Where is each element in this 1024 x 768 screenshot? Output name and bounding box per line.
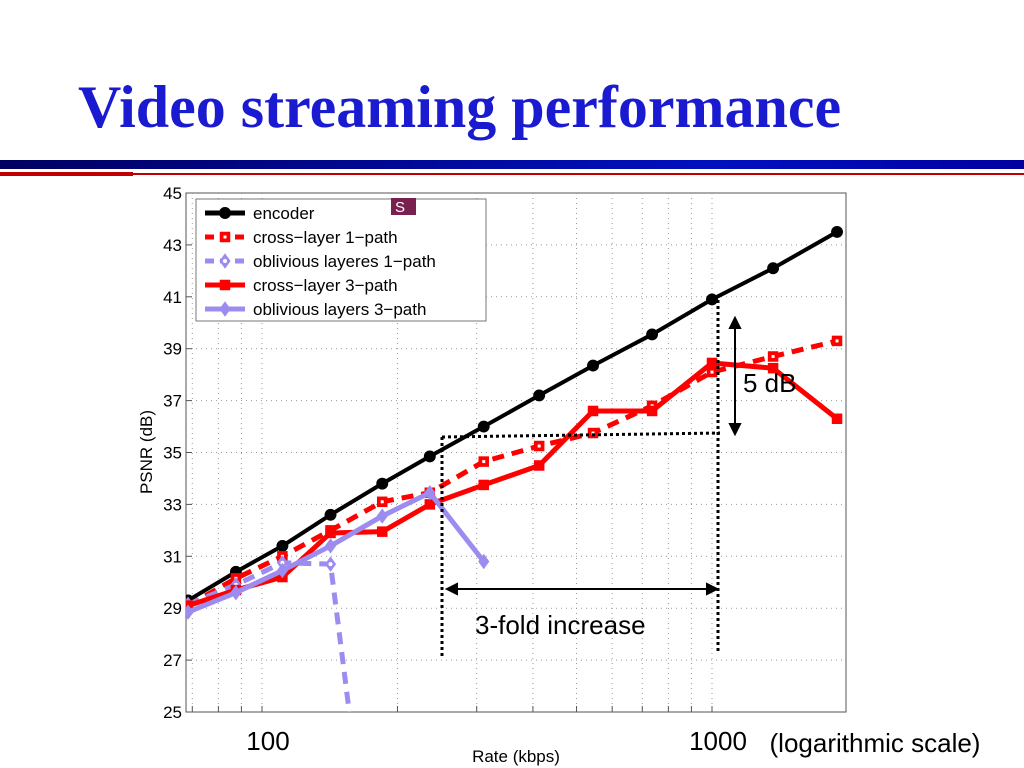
data-point bbox=[276, 539, 289, 552]
data-point bbox=[325, 527, 336, 539]
data-point bbox=[324, 538, 337, 554]
data-point bbox=[376, 477, 389, 490]
series-0 bbox=[186, 225, 843, 607]
legend-item: encoder bbox=[205, 204, 315, 223]
data-point bbox=[324, 508, 337, 521]
data-point-center bbox=[537, 444, 541, 448]
data-point bbox=[477, 420, 490, 433]
legend-item: oblivious layeres 1−path bbox=[205, 252, 436, 271]
data-point-center bbox=[591, 431, 595, 435]
legend-label: oblivious layeres 1−path bbox=[253, 252, 436, 271]
y-tick-label: 25 bbox=[163, 703, 182, 722]
legend-marker bbox=[219, 279, 231, 291]
legend-marker bbox=[219, 301, 231, 317]
data-point bbox=[423, 450, 436, 463]
x-scale-note: (logarithmic scale) bbox=[770, 728, 981, 758]
title-underline-band bbox=[0, 160, 1024, 169]
data-point bbox=[424, 485, 436, 501]
psnr-gain-label: 5 dB bbox=[743, 368, 797, 398]
title-underline-red-thin bbox=[133, 173, 1024, 175]
data-point-center bbox=[710, 370, 714, 374]
data-point bbox=[478, 553, 490, 570]
data-point bbox=[831, 413, 843, 425]
y-tick-label: 37 bbox=[163, 392, 182, 411]
y-tick-label: 43 bbox=[163, 236, 182, 255]
y-tick-label: 33 bbox=[163, 495, 182, 514]
legend-item: cross−layer 1−path bbox=[205, 228, 398, 247]
y-tick-label: 27 bbox=[163, 651, 182, 670]
y-tick-label: 41 bbox=[163, 288, 182, 307]
data-point bbox=[587, 359, 599, 372]
data-point-center bbox=[482, 460, 486, 464]
data-point bbox=[587, 405, 599, 417]
y-tick-label: 35 bbox=[163, 444, 182, 463]
rate-gain-arrow bbox=[444, 582, 720, 596]
data-point bbox=[186, 600, 194, 611]
data-point-center bbox=[328, 562, 333, 567]
data-point bbox=[767, 362, 779, 374]
data-point bbox=[646, 328, 659, 341]
data-point bbox=[186, 604, 194, 620]
data-point bbox=[276, 562, 288, 579]
y-axis-label: PSNR (dB) bbox=[137, 410, 156, 494]
psnr-gain-arrow bbox=[728, 315, 742, 437]
data-point-center bbox=[771, 354, 775, 358]
y-ticks: 25 27 29 31 33 35 37 39 41 43 45 bbox=[163, 184, 182, 722]
legend-badge bbox=[391, 198, 416, 215]
x-axis-label: Rate (kbps) bbox=[472, 747, 560, 766]
legend-item: cross−layer 3−path bbox=[205, 276, 398, 295]
data-point bbox=[376, 508, 388, 524]
legend-label: oblivious layers 3−path bbox=[253, 300, 426, 319]
series-layer bbox=[186, 225, 843, 712]
legend-badge-text: S bbox=[395, 199, 405, 216]
data-point bbox=[533, 460, 545, 471]
data-point bbox=[424, 499, 436, 510]
legend-label: encoder bbox=[253, 204, 315, 223]
slide-title: Video streaming performance bbox=[78, 74, 842, 140]
y-tick-label: 39 bbox=[163, 340, 182, 359]
data-point-center bbox=[280, 560, 285, 565]
data-point bbox=[478, 479, 489, 491]
data-point-center bbox=[380, 500, 384, 504]
data-point bbox=[646, 405, 658, 417]
data-point bbox=[831, 225, 843, 238]
legend-label: cross−layer 3−path bbox=[253, 276, 398, 295]
y-tick-label: 31 bbox=[163, 547, 182, 566]
title-underline-red bbox=[0, 172, 133, 176]
y-tick-label: 29 bbox=[163, 599, 182, 618]
legend-marker bbox=[219, 207, 231, 219]
y-tick-label: 45 bbox=[163, 184, 182, 203]
data-point bbox=[706, 357, 718, 369]
series-4 bbox=[186, 485, 490, 620]
rate-gain-label: 3-fold increase bbox=[475, 610, 646, 640]
legend: encoder cross−layer 1−path oblivious layer… bbox=[195, 198, 487, 322]
data-point bbox=[767, 262, 780, 275]
data-point-center bbox=[835, 339, 839, 343]
annotation-box bbox=[440, 300, 721, 658]
data-point bbox=[706, 293, 718, 306]
legend-marker-center bbox=[223, 259, 227, 263]
data-point bbox=[230, 584, 242, 601]
legend-marker-center bbox=[223, 235, 227, 239]
x-tick-label-100: 100 bbox=[246, 726, 289, 756]
x-tick-label-1000: 1000 bbox=[689, 726, 747, 756]
legend-item: oblivious layers 3−path bbox=[205, 300, 426, 319]
data-point bbox=[533, 389, 546, 402]
legend-label: cross−layer 1−path bbox=[253, 228, 398, 247]
data-point bbox=[376, 526, 388, 537]
